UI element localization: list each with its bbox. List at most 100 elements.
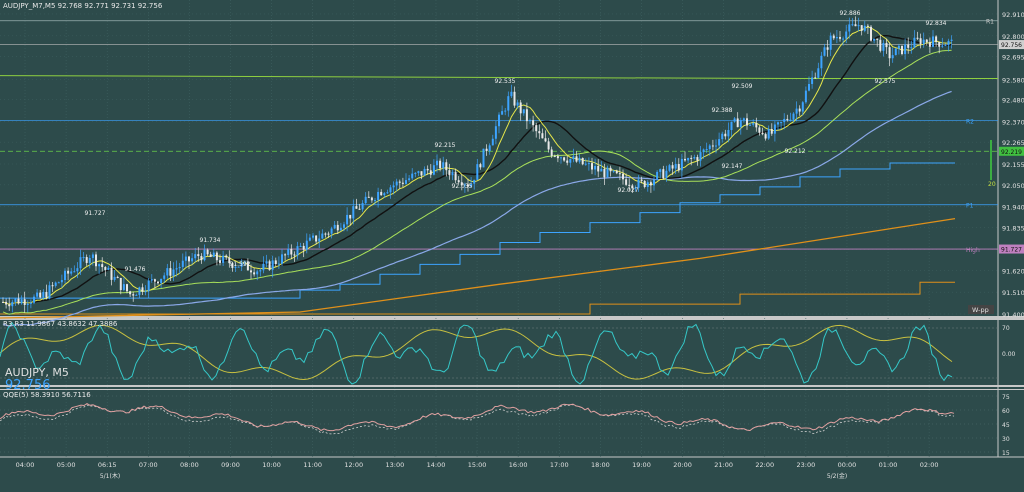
qqe-fast-line — [0, 403, 955, 432]
candle-body — [107, 267, 110, 270]
candle-body — [36, 292, 39, 297]
candle-body — [820, 55, 823, 69]
candle-body — [70, 271, 73, 274]
candle-body — [361, 203, 364, 210]
candle-body — [119, 277, 122, 290]
candle-body — [653, 179, 655, 186]
candle-body — [178, 266, 181, 269]
candle-body — [17, 298, 20, 304]
candle-body — [473, 179, 476, 184]
candle-body — [783, 118, 786, 123]
candle-body — [522, 109, 525, 114]
candle-body — [57, 282, 60, 284]
candle-body — [851, 24, 854, 26]
candle-body — [538, 131, 541, 134]
candle-body — [950, 39, 953, 41]
candle-body — [349, 214, 352, 219]
candle-body — [541, 133, 544, 139]
candle-body — [764, 134, 767, 139]
candle-body — [479, 164, 482, 168]
candle-body — [417, 171, 420, 173]
price-label: 91.940 — [1002, 204, 1024, 212]
candle-body — [51, 285, 54, 287]
candle-body — [938, 42, 941, 47]
candle-body — [277, 263, 280, 265]
candle-body — [922, 39, 925, 45]
candle-body — [569, 159, 572, 163]
time-label: 05:00 — [57, 461, 76, 469]
level-r1-label: R1 — [986, 19, 994, 26]
candle-body — [389, 187, 392, 193]
candle-body — [640, 179, 643, 181]
candle-body — [237, 266, 240, 268]
candle-body — [560, 157, 562, 159]
time-label: 06:15 — [98, 461, 117, 469]
candle-body — [628, 184, 631, 186]
candle-body — [891, 55, 894, 59]
candle-body — [398, 181, 401, 183]
candle-body — [904, 44, 907, 55]
candle-body — [835, 37, 838, 39]
candle-body — [724, 133, 727, 137]
candle-body — [374, 200, 376, 202]
candle-body — [181, 260, 184, 267]
candle-body — [448, 170, 451, 176]
candle-body — [64, 270, 66, 281]
candle-body — [491, 138, 494, 146]
candle-body — [122, 284, 125, 290]
candle-body — [857, 25, 860, 27]
candle-body — [330, 228, 333, 234]
candle-body — [863, 25, 866, 31]
candle-body — [804, 90, 807, 103]
candle-body — [894, 48, 897, 56]
candle-body — [287, 248, 290, 256]
candle-body — [919, 38, 922, 45]
candle-body — [225, 255, 228, 258]
rsi-header-info: R3 R3 11.9867 43.8632 47.3886 — [3, 320, 118, 328]
price-label: 91.510 — [1002, 289, 1024, 297]
candle-body — [85, 257, 88, 263]
time-label: 01:00 — [879, 461, 898, 469]
candle-body — [256, 271, 259, 275]
candle-body — [470, 183, 473, 187]
candle-body — [823, 47, 826, 56]
time-label: 15:00 — [468, 461, 487, 469]
price-label: 91.400 — [1002, 311, 1024, 319]
candle-body — [829, 35, 832, 50]
price-mark-label: 92.575 — [875, 78, 896, 85]
step-line-orange — [0, 281, 955, 315]
time-label: 02:00 — [920, 461, 939, 469]
price-label: 92.695 — [1002, 54, 1024, 62]
price-tag-label: 92.219 — [1001, 149, 1022, 156]
candle-body — [39, 292, 42, 298]
candle-body — [715, 145, 717, 147]
price-label: 92.910 — [1002, 11, 1024, 19]
candle-body — [42, 291, 45, 298]
symbol-bid: 92.756 — [5, 378, 51, 393]
candle-body — [308, 237, 311, 241]
candle-body — [780, 122, 783, 124]
candle-body — [727, 130, 730, 137]
candle-body — [563, 157, 566, 161]
candle-body — [343, 224, 345, 228]
candle-body — [265, 261, 268, 264]
candle-body — [773, 124, 776, 134]
qqe-header-info: QQE(5) 58.3910 56.7116 — [3, 391, 91, 399]
pivot-green-line — [0, 75, 801, 80]
candle-body — [941, 45, 944, 47]
candle-body — [553, 155, 556, 157]
candle-body — [426, 168, 429, 171]
candle-body — [789, 119, 792, 121]
time-label: 19:00 — [632, 461, 651, 469]
candle-body — [355, 206, 358, 209]
candle-body — [451, 172, 454, 176]
candle-body — [380, 191, 383, 196]
price-mark-label: 92.535 — [495, 78, 516, 85]
candle-body — [885, 42, 888, 48]
candle-body — [634, 187, 637, 189]
candle-body — [708, 145, 711, 150]
candle-body — [79, 257, 82, 269]
candle-body — [591, 163, 593, 170]
candle-body — [795, 108, 798, 114]
